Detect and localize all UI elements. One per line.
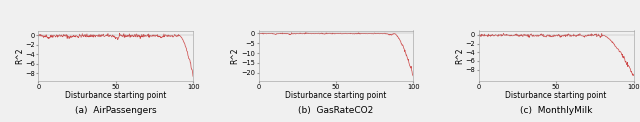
Y-axis label: R^2: R^2 [15,47,24,64]
Y-axis label: R^2: R^2 [230,47,239,64]
X-axis label: Disturbance starting point: Disturbance starting point [506,91,607,100]
X-axis label: Disturbance starting point: Disturbance starting point [65,91,166,100]
Y-axis label: R^2: R^2 [455,47,464,64]
Text: (a)  AirPassengers: (a) AirPassengers [75,106,157,115]
Text: (b)  GasRateCO2: (b) GasRateCO2 [298,106,374,115]
Text: (c)  MonthlyMilk: (c) MonthlyMilk [520,106,592,115]
X-axis label: Disturbance starting point: Disturbance starting point [285,91,387,100]
